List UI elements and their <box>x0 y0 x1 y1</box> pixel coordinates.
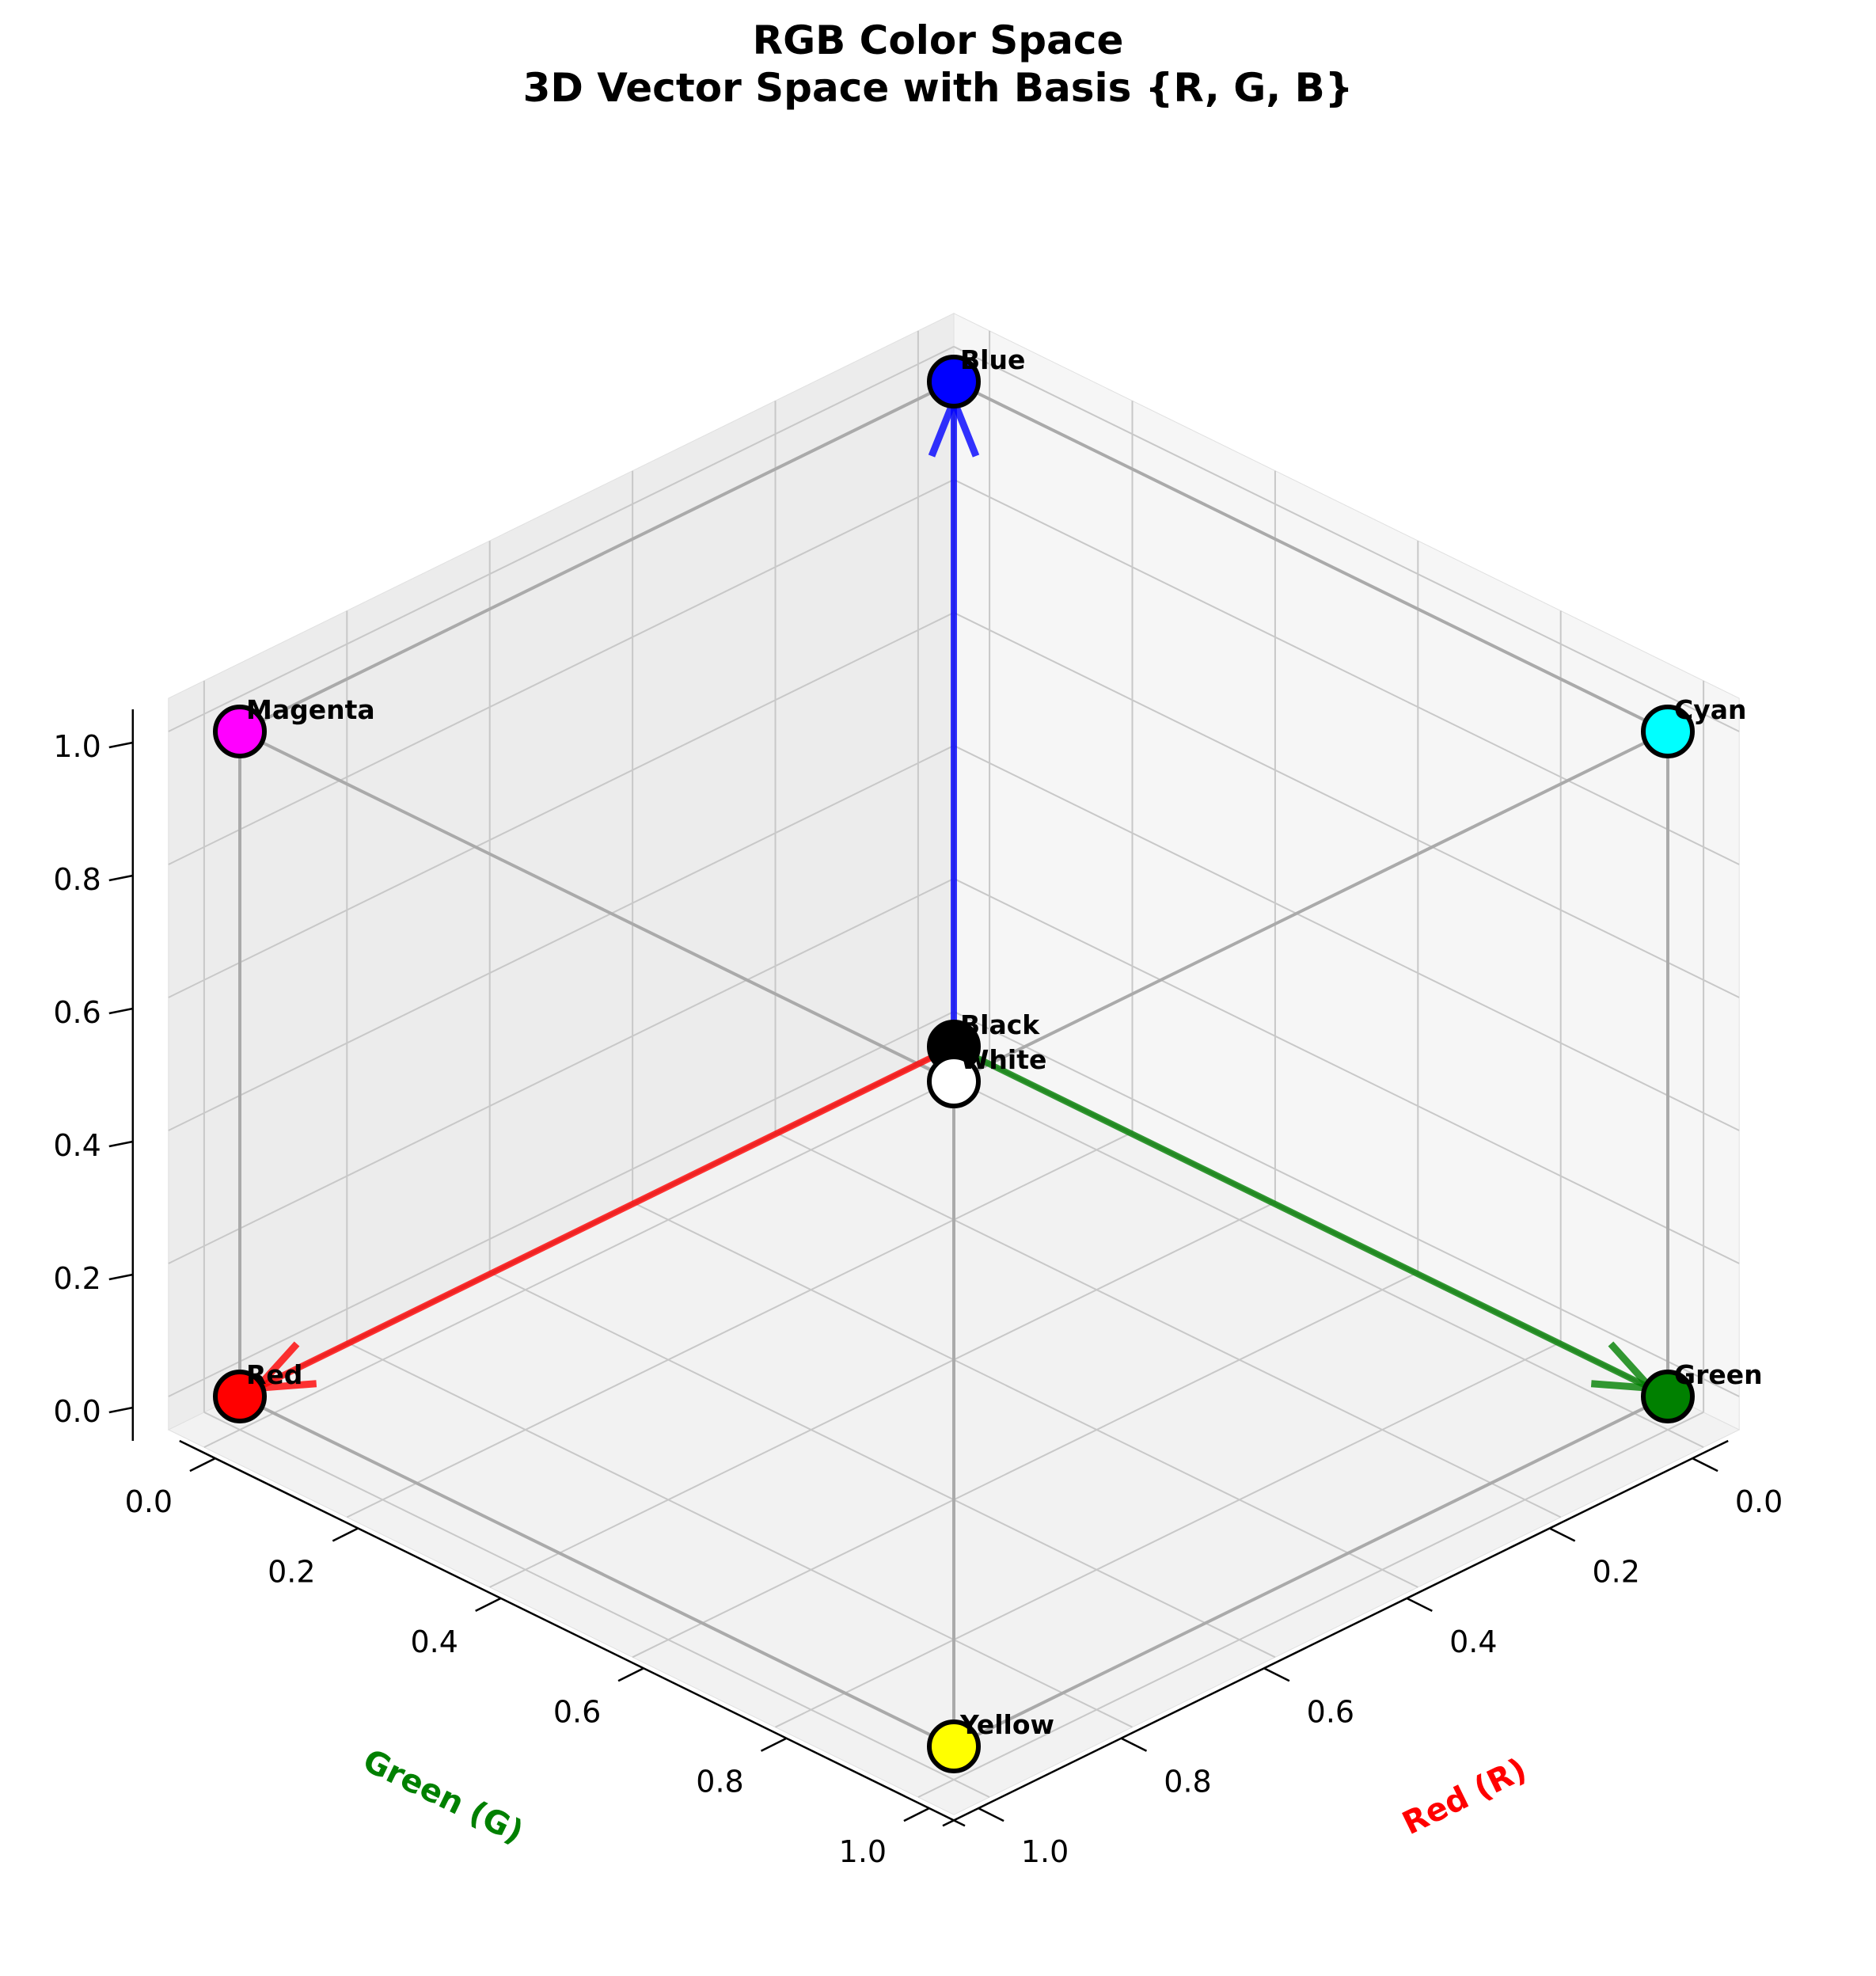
grid-line <box>775 1341 1562 1728</box>
green-tick <box>617 1667 644 1682</box>
point-label-yellow: Yellow <box>959 1709 1054 1740</box>
cube-edge <box>953 1395 1669 1748</box>
grid-line <box>632 1271 1418 1659</box>
red-tick <box>1263 1667 1290 1682</box>
tick-labels: 0.0 0.0 0.0 0.2 0.2 0.2 0.4 0.4 0.4 0.6 0.6 0.6 0.8 0… <box>53 729 1783 1869</box>
grid-line <box>168 1010 955 1397</box>
grid-line <box>917 1412 1704 1798</box>
blue-tick <box>108 1406 134 1414</box>
red-tick <box>1692 1457 1718 1472</box>
point-label-blue: Blue <box>960 344 1025 375</box>
green-tick <box>332 1527 359 1542</box>
cube-edge <box>239 380 955 733</box>
grid-line <box>346 1131 1133 1518</box>
grid-line <box>203 1412 990 1798</box>
red-tick-label: 1.0 <box>1021 1834 1069 1869</box>
red-tick <box>978 1807 1004 1822</box>
blue-tick-label: 0.0 <box>53 1394 101 1429</box>
grid-line <box>168 345 955 732</box>
blue-tick-label: 0.4 <box>53 1128 101 1163</box>
grid-line <box>632 1201 1418 1588</box>
grid-line <box>953 478 1740 865</box>
green-tick-label: 1.0 <box>839 1834 887 1869</box>
grid-line <box>953 1010 1740 1397</box>
point-cyan <box>1641 705 1695 758</box>
chart-title-line-2: 3D Vector Space with Basis {R, G, B} <box>523 65 1354 111</box>
point-red <box>213 1370 267 1423</box>
red-axis-label: Red (R) <box>1397 1751 1532 1842</box>
point-label-magenta: Magenta <box>246 694 375 725</box>
basis-vectors <box>248 390 1660 1393</box>
grid-line <box>346 1341 1133 1728</box>
cube-edge <box>953 730 1669 1083</box>
red-tick-label: 0.4 <box>1449 1624 1497 1659</box>
point-blue <box>927 355 981 408</box>
grid-line <box>489 1201 1276 1588</box>
chart-title-line-1: RGB Color Space <box>753 17 1124 63</box>
point-green <box>1641 1370 1695 1423</box>
green-tick-label: 0.2 <box>268 1555 315 1590</box>
grid-line <box>953 611 1740 998</box>
point-magenta <box>213 705 267 758</box>
red-tick <box>1120 1737 1148 1752</box>
cube-edge <box>239 1395 955 1748</box>
green-tick <box>189 1457 216 1472</box>
red-tick-label: 0.0 <box>1735 1484 1783 1519</box>
green-axis-label: Green (G) <box>357 1742 529 1851</box>
point-label-black: Black <box>960 1009 1040 1040</box>
grid-line <box>917 1062 1704 1448</box>
green-tick-label: 0.4 <box>410 1624 458 1659</box>
blue-tick-label: 0.8 <box>53 862 101 897</box>
red-tick <box>1549 1527 1576 1542</box>
cube-edge <box>239 730 955 1083</box>
green-tick-label: 0.6 <box>553 1694 601 1729</box>
point-yellow <box>927 1720 981 1773</box>
grid-line <box>953 877 1740 1264</box>
basis-vector-G <box>952 1043 1653 1392</box>
red-axis-line <box>942 1439 1729 1827</box>
blue-tick <box>108 1007 134 1015</box>
grid-line <box>168 611 955 998</box>
green-tick <box>760 1737 788 1752</box>
grid-line <box>953 744 1740 1131</box>
red-tick <box>1406 1597 1433 1613</box>
point-label-red: Red <box>246 1359 302 1390</box>
red-tick-label: 0.8 <box>1164 1765 1211 1799</box>
blue-tick-label: 0.6 <box>53 995 101 1030</box>
grid-line <box>168 877 955 1264</box>
blue-tick <box>108 874 134 882</box>
cube-edge <box>953 380 1669 733</box>
green-tick-label: 0.0 <box>125 1484 173 1519</box>
blue-tick-label: 0.2 <box>53 1261 101 1296</box>
point-label-white: White <box>960 1044 1046 1075</box>
blue-tick <box>108 741 134 749</box>
green-tick <box>903 1807 930 1822</box>
grid-line <box>203 1062 990 1448</box>
grid-line <box>489 1271 1276 1659</box>
grid-line <box>775 1131 1562 1518</box>
grid-line <box>168 744 955 1131</box>
blue-tick <box>108 1140 134 1148</box>
point-label-cyan: Cyan <box>1674 694 1747 725</box>
grid-lines <box>168 330 1740 1798</box>
green-axis-line <box>179 1439 966 1827</box>
grid-line <box>953 345 1740 732</box>
point-white <box>927 1054 981 1108</box>
blue-tick <box>108 1273 134 1281</box>
blue-tick-label: 1.0 <box>53 729 101 764</box>
basis-vector-R <box>255 1043 955 1392</box>
red-tick-label: 0.6 <box>1307 1694 1354 1729</box>
color-points: Black Red Green Blue Yellow Cyan Magenta White <box>213 344 1763 1773</box>
green-tick-label: 0.8 <box>696 1765 743 1799</box>
axis-lines <box>131 709 1729 1827</box>
green-tick <box>475 1597 502 1613</box>
point-label-green: Green <box>1674 1359 1763 1390</box>
grid-line <box>168 478 955 865</box>
red-tick-label: 0.2 <box>1592 1555 1639 1590</box>
